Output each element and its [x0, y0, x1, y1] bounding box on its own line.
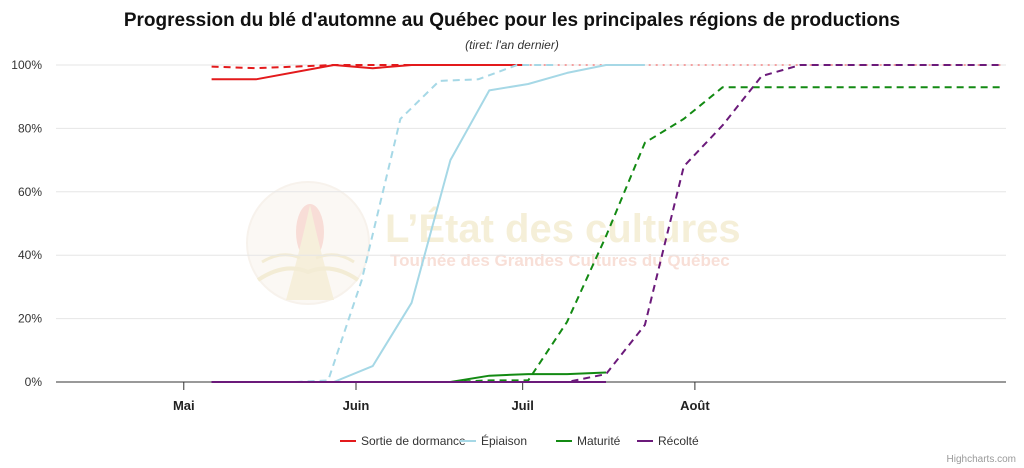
- watermark-subtitle: Tournée des Grandes Cultures du Québec: [390, 251, 730, 270]
- y-tick-label: 0%: [25, 375, 43, 389]
- x-tick-label: Mai: [173, 398, 195, 413]
- chart-title: Progression du blé d'automne au Québec p…: [124, 10, 900, 31]
- series-line: [211, 64, 523, 81]
- axes: 0% 20% 40% 60% 80% 100% Mai Juin Juil Août: [11, 58, 1006, 413]
- y-tick-label: 40%: [18, 248, 42, 262]
- x-tick-label: Août: [680, 398, 710, 413]
- series-line: [211, 64, 523, 70]
- x-tick-label: Juil: [511, 398, 533, 413]
- legend-label: Sortie de dormance: [361, 434, 466, 448]
- watermark-logo-icon: [246, 181, 370, 305]
- series-line: [211, 371, 607, 383]
- y-tick-label: 20%: [18, 312, 42, 326]
- watermark: L’État des cultures Tournée des Grandes …: [246, 181, 741, 305]
- credits: Highcharts.com: [947, 454, 1016, 465]
- legend-label: Épiaison: [481, 433, 527, 448]
- legend-label: Maturité: [577, 434, 621, 448]
- y-tick-label: 100%: [11, 58, 42, 72]
- y-tick-label: 60%: [18, 185, 42, 199]
- legend-label: Récolté: [658, 434, 699, 448]
- chart-subtitle: (tiret: l'an dernier): [465, 38, 559, 52]
- y-tick-label: 80%: [18, 121, 42, 135]
- series-line: [211, 86, 1001, 383]
- legend: Sortie de dormance Épiaison Maturité Récolt…: [340, 433, 699, 448]
- x-tick-label: Juin: [343, 398, 370, 413]
- series: [211, 64, 1001, 383]
- watermark-title: L’État des cultures: [385, 206, 741, 251]
